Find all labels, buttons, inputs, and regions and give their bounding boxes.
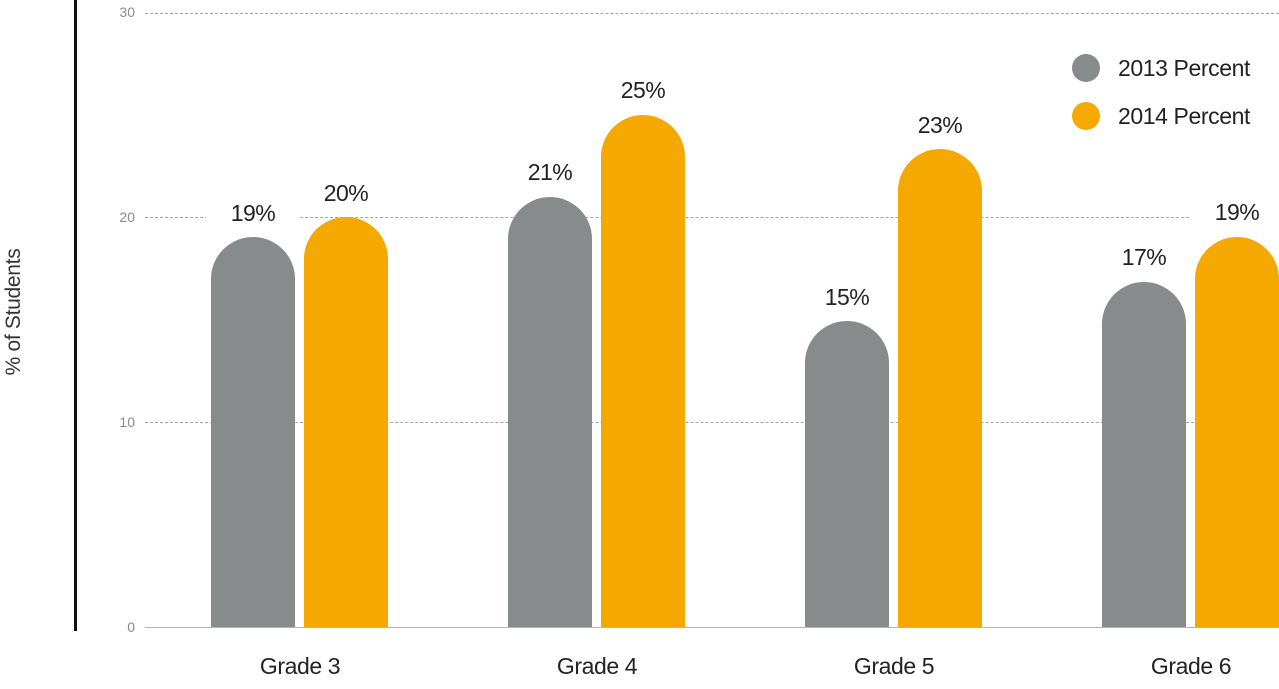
gridline-20 <box>145 217 1279 218</box>
bar-grade6-2014 <box>1195 237 1279 627</box>
bar-grade3-2013 <box>211 237 295 627</box>
value-label-grade3-2014: 20% <box>299 180 393 207</box>
legend-item-2014: 2014 Percent <box>1072 92 1250 140</box>
y-tick-0: 0 <box>127 619 135 635</box>
x-label-grade6: Grade 6 <box>1150 653 1232 679</box>
value-label-grade4-2014: 25% <box>596 77 690 104</box>
value-label-grade3-2013: 19% <box>206 200 300 227</box>
legend-dot-icon-2013 <box>1072 54 1100 82</box>
y-tick-30: 30 <box>119 4 135 20</box>
x-label-grade5: Grade 5 <box>853 653 935 679</box>
y-axis-line <box>74 0 77 631</box>
legend-dot-icon-2014 <box>1072 102 1100 130</box>
legend-label-2013: 2013 Percent <box>1118 54 1251 81</box>
y-tick-10: 10 <box>119 414 135 430</box>
bar-grade4-2013 <box>508 197 592 627</box>
bar-grade5-2013 <box>805 321 889 627</box>
bar-grade5-2014 <box>898 149 982 627</box>
value-label-grade4-2013: 21% <box>503 159 597 186</box>
gridline-30 <box>145 13 1279 14</box>
x-label-grade3: Grade 3 <box>259 653 341 679</box>
value-label-grade5-2013: 15% <box>800 284 894 311</box>
legend-label-2014: 2014 Percent <box>1118 102 1251 129</box>
x-label-grade4: Grade 4 <box>556 653 638 679</box>
value-label-grade5-2014: 23% <box>893 112 987 139</box>
x-axis-baseline <box>145 627 1279 628</box>
gridline-10 <box>145 422 1279 423</box>
legend-item-2013: 2013 Percent <box>1072 44 1250 92</box>
value-label-grade6-2014: 19% <box>1190 199 1279 226</box>
bar-grade4-2014 <box>601 115 685 627</box>
value-label-grade6-2013: 17% <box>1097 244 1191 271</box>
bar-grade6-2013 <box>1102 282 1186 627</box>
legend: 2013 Percent 2014 Percent <box>1072 44 1250 140</box>
bar-grade3-2014 <box>304 217 388 627</box>
y-tick-20: 20 <box>119 209 135 225</box>
y-axis-title: % of Students <box>2 248 25 376</box>
